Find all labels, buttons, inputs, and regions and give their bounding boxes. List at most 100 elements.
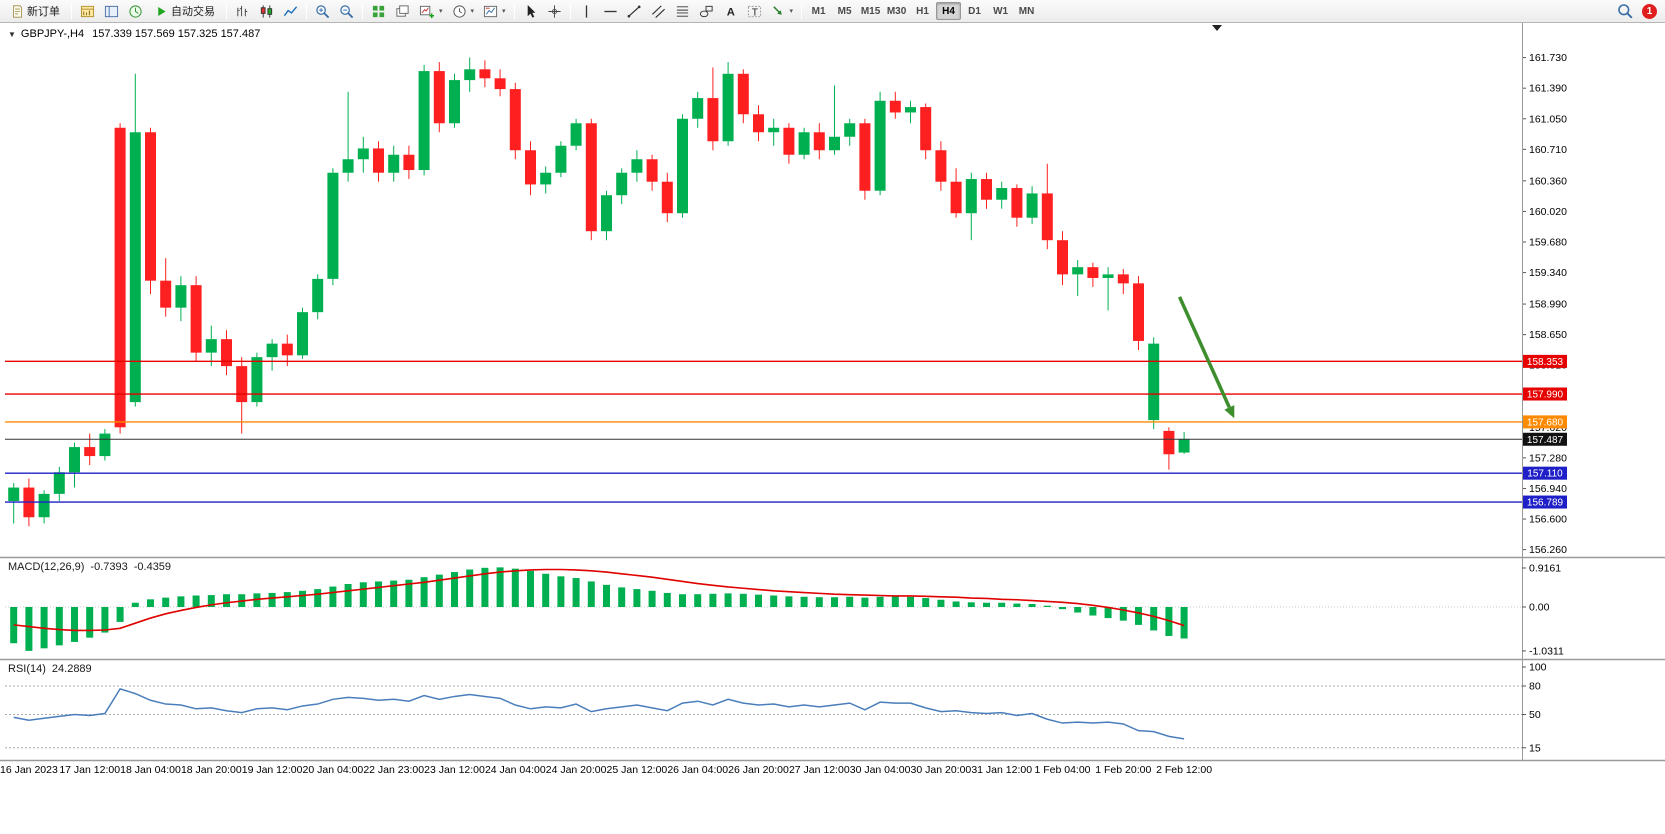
svg-text:158.990: 158.990 [1529,299,1567,311]
svg-text:160.020: 160.020 [1529,206,1567,218]
zoom-in-button[interactable] [311,1,334,21]
svg-text:156.789: 156.789 [1527,498,1564,509]
candle [829,136,840,151]
candle [236,366,248,403]
svg-text:160.360: 160.360 [1529,175,1567,187]
cursor-icon [527,4,535,18]
line-chart-button[interactable] [279,1,302,21]
terminal-clock-icon [129,4,142,18]
symbol-header: ▼ GBPJPY-,H4 157.339 157.569 157.325 157.4… [8,28,260,40]
dropdown-arrow-icon: ▾ [439,7,443,15]
svg-text:158.353: 158.353 [1527,357,1564,368]
search-button[interactable] [1613,1,1637,21]
toolbar-separator [362,3,363,19]
candle [1011,188,1023,218]
svg-text:80: 80 [1529,681,1541,693]
candle [798,132,810,155]
timeframe-button-m1[interactable]: M1 [806,2,831,20]
vertical-line-button[interactable] [575,1,598,21]
trendline-button[interactable] [623,1,646,21]
periods-button[interactable]: ▾ [448,1,479,21]
shapes-button[interactable] [695,1,718,21]
svg-text:26 Jan 04:00: 26 Jan 04:00 [667,764,728,776]
candle [661,181,673,214]
auto-trading-button[interactable]: 自动交易 [148,1,222,21]
bar-chart-button[interactable] [231,1,254,21]
horizontal-line-button[interactable] [599,1,622,21]
new-order-button[interactable]: 新订单 [4,1,67,21]
candle [312,278,324,313]
dropdown-arrow-icon: ▾ [470,7,475,15]
candle [327,172,339,279]
candle [175,285,187,308]
svg-text:0.9161: 0.9161 [1529,562,1561,574]
timeframe-button-d1[interactable]: D1 [962,2,987,20]
market-watch-button[interactable] [76,1,99,21]
candle [874,100,886,191]
terminal-button[interactable] [124,1,147,21]
timeframe-button-h4[interactable]: H4 [936,2,962,20]
candle [99,433,111,457]
fibonacci-button[interactable] [671,1,694,21]
candle [920,107,932,151]
candlestick-chart-button[interactable] [255,1,278,21]
candle [813,132,825,151]
timeframe-button-m5[interactable]: M5 [832,2,857,20]
candle [221,339,232,367]
candle [965,179,977,214]
cascade-windows-button[interactable] [391,1,414,21]
crosshair-button[interactable] [543,1,566,21]
candle [950,181,962,214]
candle [889,100,901,113]
candle [601,195,612,232]
svg-text:22 Jan 23:00: 22 Jan 23:00 [363,764,424,776]
svg-text:27 Jan 12:00: 27 Jan 12:00 [789,764,850,776]
timeframe-button-mn[interactable]: MN [1014,2,1039,20]
one-click-trading-arrow-icon[interactable]: ▼ [8,30,16,39]
cascade-windows-icon [396,4,409,17]
svg-text:19 Jan 12:00: 19 Jan 12:00 [242,764,303,776]
candle [251,357,263,403]
svg-text:-1.0311: -1.0311 [1529,645,1564,657]
arrows-button[interactable]: ▾ [767,1,798,21]
svg-text:157.990: 157.990 [1527,390,1564,401]
price-level-lines[interactable]: 158.353 157.990 157.680 157.110 156.789 157.4… [5,354,1567,509]
horizontal-line-icon [603,10,617,12]
navigator-button[interactable] [100,1,123,21]
text-button[interactable]: A [719,1,742,21]
timeframe-button-w1[interactable]: W1 [988,2,1013,20]
timeframe-button-m15[interactable]: M15 [858,2,883,20]
timeframe-button-m30[interactable]: M30 [884,2,909,20]
svg-text:161.730: 161.730 [1529,52,1567,64]
svg-text:0.00: 0.00 [1529,602,1550,614]
candle [1133,283,1144,341]
arrow-annotation[interactable] [1177,296,1235,419]
svg-text:100: 100 [1529,662,1547,674]
candle [1102,274,1114,278]
crosshair-icon [547,4,561,18]
candle [53,472,65,494]
candle [1163,430,1175,455]
channel-button[interactable] [647,1,670,21]
svg-text:156.260: 156.260 [1529,544,1567,556]
candle [677,118,688,214]
cursor-button[interactable] [519,1,542,21]
candle [160,280,172,308]
svg-text:26 Jan 20:00: 26 Jan 20:00 [728,764,789,776]
candle [1026,193,1038,218]
timeframe-button-h1[interactable]: H1 [910,2,935,20]
tile-windows-button[interactable] [367,1,390,21]
svg-text:24 Jan 20:00: 24 Jan 20:00 [546,764,607,776]
new-chart-button[interactable]: ▾ [415,1,447,21]
candle [935,150,947,182]
svg-text:20 Jan 04:00: 20 Jan 04:00 [303,764,364,776]
notification-badge[interactable]: 1 [1642,3,1657,19]
templates-button[interactable]: ▾ [479,1,510,21]
text-label-button[interactable]: T [743,1,766,21]
candle [1072,267,1084,275]
zoom-out-button[interactable] [335,1,358,21]
svg-text:25 Jan 12:00: 25 Jan 12:00 [607,764,668,776]
search-icon [1618,4,1633,19]
